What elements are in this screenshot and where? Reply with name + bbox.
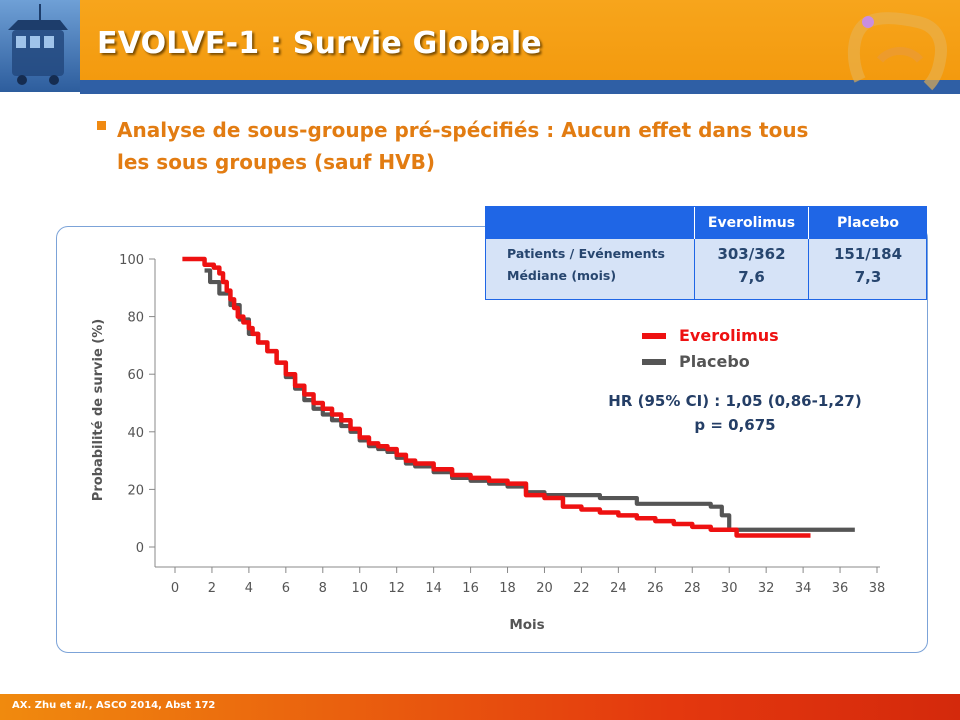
x-tick-label: 8 bbox=[319, 581, 327, 596]
citation: AX. Zhu et al., ASCO 2014, Abst 172 bbox=[12, 700, 215, 711]
x-tick-label: 4 bbox=[245, 581, 253, 596]
x-tick-label: 30 bbox=[721, 581, 738, 596]
table-row-labels: Patients / Evénements Médiane (mois) bbox=[485, 239, 695, 300]
legend-label-placebo: Placebo bbox=[679, 352, 750, 371]
table-border bbox=[485, 206, 927, 300]
bullet-marker bbox=[97, 121, 106, 130]
x-tick-label: 22 bbox=[573, 581, 590, 596]
table-row-label-patients: Patients / Evénements bbox=[507, 246, 665, 261]
x-tick-label: 10 bbox=[351, 581, 368, 596]
y-tick-label: 40 bbox=[127, 426, 144, 441]
table-header-placebo: Placebo bbox=[809, 206, 927, 239]
everolimus-median: 7,6 bbox=[738, 268, 765, 286]
x-tick-label: 26 bbox=[647, 581, 664, 596]
y-axis-label: Probabilité de survie (%) bbox=[91, 319, 106, 501]
citation-italic: al. bbox=[74, 700, 89, 711]
table-values-placebo: 151/184 7,3 bbox=[809, 239, 927, 300]
placebo-patients-events: 151/184 bbox=[833, 245, 903, 263]
x-tick-label: 38 bbox=[869, 581, 886, 596]
x-tick-label: 36 bbox=[832, 581, 849, 596]
y-tick-label: 0 bbox=[136, 541, 144, 556]
x-axis-label: Mois bbox=[509, 617, 544, 633]
x-tick-label: 0 bbox=[171, 581, 179, 596]
subtitle-line-2: les sous groupes (sauf HVB) bbox=[117, 150, 435, 174]
table-row-label-median: Médiane (mois) bbox=[507, 268, 617, 283]
x-tick-label: 34 bbox=[795, 581, 812, 596]
y-tick-label: 100 bbox=[119, 253, 144, 268]
legend-label-everolimus: Everolimus bbox=[679, 326, 779, 345]
hazard-ratio: HR (95% CI) : 1,05 (0,86-1,27) bbox=[608, 392, 862, 410]
x-tick-label: 28 bbox=[684, 581, 701, 596]
header-band bbox=[0, 0, 960, 80]
x-tick-label: 24 bbox=[610, 581, 627, 596]
stats-table: Everolimus Placebo Patients / Evénements… bbox=[485, 206, 927, 300]
x-tick-label: 20 bbox=[536, 581, 553, 596]
header-underline bbox=[80, 80, 960, 94]
legend-line-everolimus bbox=[642, 332, 666, 339]
citation-suffix: , ASCO 2014, Abst 172 bbox=[88, 700, 216, 711]
legend-everolimus: Everolimus bbox=[642, 326, 779, 345]
y-tick-label: 80 bbox=[127, 311, 144, 326]
x-tick-label: 12 bbox=[388, 581, 405, 596]
chart-series-layer bbox=[182, 256, 855, 538]
everolimus-patients-events: 303/362 bbox=[717, 245, 786, 263]
y-tick-label: 60 bbox=[127, 368, 144, 383]
tram-logo bbox=[0, 0, 80, 92]
placebo-median: 7,3 bbox=[854, 268, 882, 286]
x-tick-label: 32 bbox=[758, 581, 775, 596]
table-values-everolimus: 303/362 7,6 bbox=[695, 239, 809, 300]
subtitle: Analyse de sous-groupe pré-spécifiés : A… bbox=[117, 114, 877, 178]
colon-anatomy-logo bbox=[840, 0, 960, 94]
p-value: p = 0,675 bbox=[694, 416, 776, 434]
table-header-blank bbox=[485, 206, 695, 239]
x-tick-label: 6 bbox=[282, 581, 290, 596]
footer-band bbox=[0, 694, 960, 720]
stats-text: HR (95% CI) : 1,05 (0,86-1,27) p = 0,675 bbox=[560, 389, 910, 437]
page-title: EVOLVE-1 : Survie Globale bbox=[97, 26, 542, 61]
legend-placebo: Placebo bbox=[642, 352, 750, 371]
series-line-everolimus bbox=[182, 256, 811, 538]
subtitle-line-1: Analyse de sous-groupe pré-spécifiés : A… bbox=[117, 118, 809, 142]
legend-line-placebo bbox=[642, 358, 666, 365]
x-tick-label: 2 bbox=[208, 581, 216, 596]
table-header-everolimus: Everolimus bbox=[695, 206, 809, 239]
citation-prefix: AX. Zhu et bbox=[12, 700, 75, 711]
x-tick-label: 18 bbox=[499, 581, 516, 596]
y-tick-label: 20 bbox=[127, 483, 144, 498]
x-tick-label: 14 bbox=[425, 581, 442, 596]
x-tick-label: 16 bbox=[462, 581, 479, 596]
